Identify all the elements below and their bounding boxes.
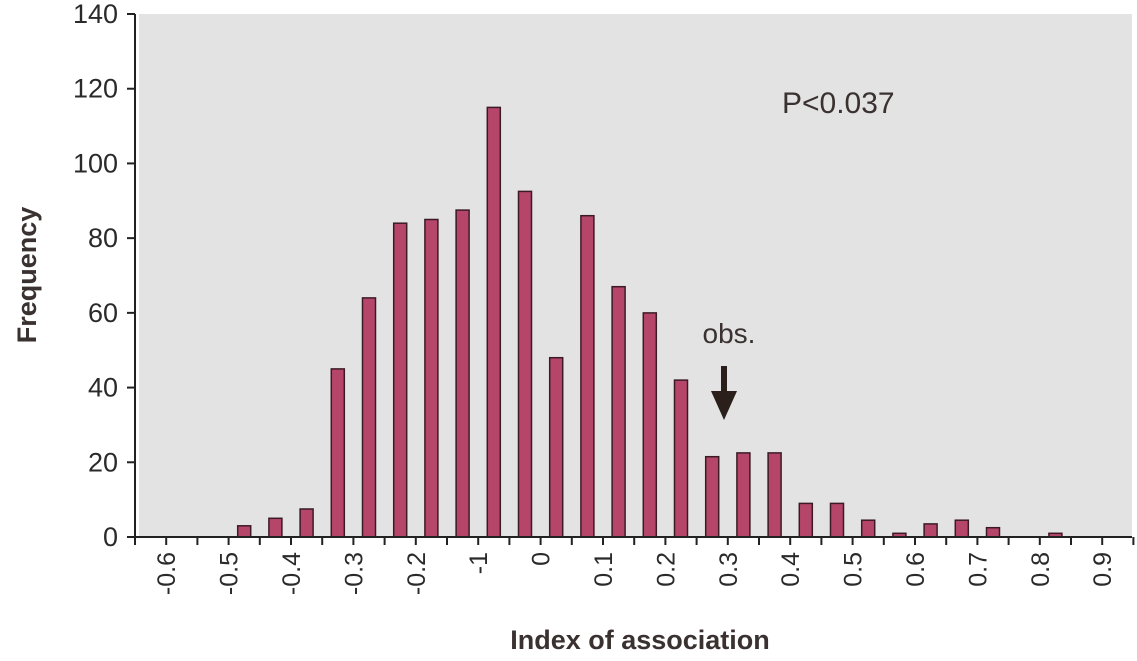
histogram-bar [704,455,720,538]
x-tick-label: -0.2 [403,552,431,595]
x-tick-label: 0.5 [840,552,868,587]
histogram-bar [611,285,626,538]
y-tick-label: 100 [73,148,118,178]
x-tick-label: 0.1 [590,552,618,587]
histogram-bar [985,526,1001,538]
x-tick-label: 0.9 [1089,552,1117,587]
histogram-bar [392,222,408,538]
histogram-bar [954,519,970,538]
x-tick-label: -0.5 [216,552,244,595]
histogram-bar [860,519,876,538]
histogram-bar [736,452,751,538]
p-value-annotation: P<0.037 [782,87,895,120]
histogram-bar [767,452,782,538]
histogram-bar [548,356,564,538]
y-tick-label: 80 [88,223,118,253]
histogram-bar [580,214,595,538]
histogram-bar [299,508,314,538]
y-tick-label: 0 [103,522,118,552]
x-tick-label: 0.3 [715,552,743,587]
histogram-bar [923,523,938,538]
obs-arrow-icon [711,366,737,420]
obs-annotation: obs. [703,318,756,349]
y-tick-label: 20 [88,447,118,477]
histogram-bar [455,209,470,538]
x-tick-label: -0.4 [278,552,306,595]
y-tick-label: 40 [88,373,118,403]
x-tick-label: -0.3 [340,552,368,595]
x-tick-label: 0.4 [777,552,805,587]
x-tick-label: 0.2 [652,552,680,587]
y-tick-label: 60 [88,298,118,328]
histogram-bar [517,190,533,538]
x-axis-title: Index of association [510,625,770,655]
y-ticks: 0 20 40 60 80 100 120 140 [73,0,135,552]
histogram-bar [642,312,658,538]
bars-group [236,106,1063,538]
histogram-bar [361,297,377,538]
histogram-bar [673,379,689,538]
y-axis-title: Frequency [12,207,42,344]
x-tick-label: 0.8 [1027,552,1055,587]
plot-area [139,14,1132,537]
histogram-bar [798,502,814,538]
histogram-bar [829,502,845,538]
x-tick-label: 0.6 [902,552,930,587]
histogram-bar [424,218,439,538]
y-tick-label: 120 [73,74,118,104]
histogram-bar [268,517,283,538]
histogram-bar [236,525,252,538]
histogram-bar [486,106,502,538]
y-tick-label: 140 [73,0,118,29]
x-tick-label: -1 [465,552,493,574]
x-tick-label: 0 [528,552,556,566]
histogram-bar [330,368,346,538]
x-ticks: -0.6 -0.5 -0.4 -0.3 -0.2 -1 0 0.1 0.2 0.3 0.4 0.5 0.… [134,537,1135,595]
x-tick-label: 0.7 [964,552,992,587]
x-tick-label: -0.6 [153,552,181,595]
